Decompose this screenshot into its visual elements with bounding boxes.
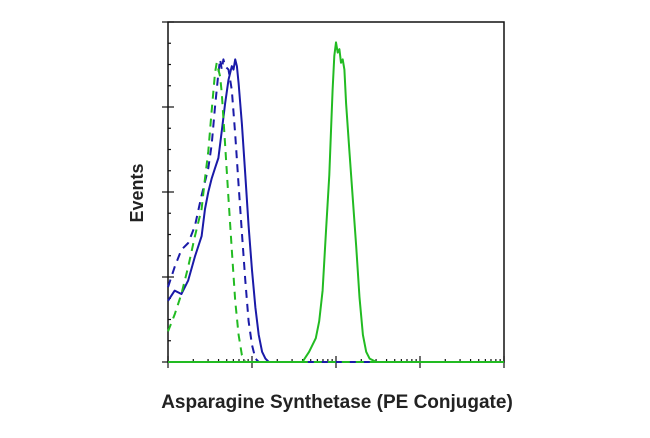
series-line-4 bbox=[168, 41, 504, 363]
series-line-3 bbox=[167, 61, 504, 363]
series-line-1 bbox=[167, 58, 504, 363]
y-axis-label: Events bbox=[127, 163, 147, 222]
series-line-2 bbox=[167, 58, 504, 363]
series-layer bbox=[167, 41, 504, 363]
x-axis-label: Asparagine Synthetase (PE Conjugate) bbox=[161, 392, 513, 413]
